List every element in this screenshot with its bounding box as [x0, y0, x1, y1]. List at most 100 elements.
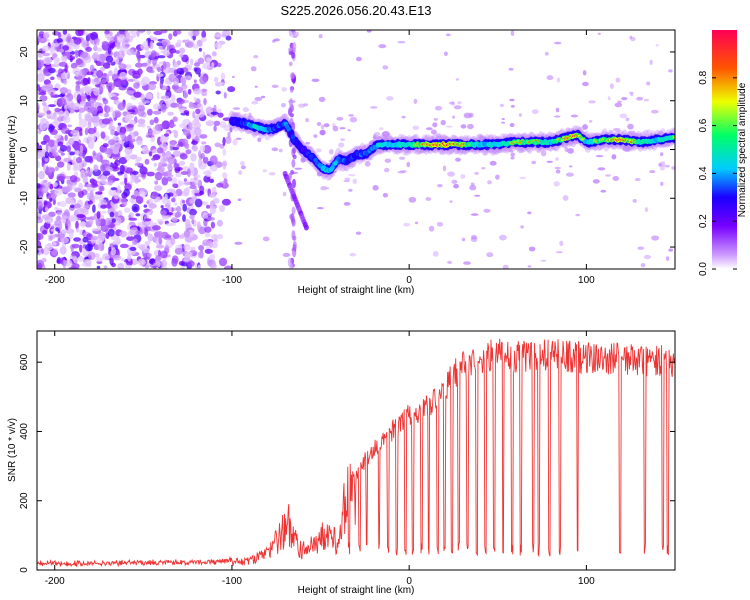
chart-title: S225.2026.056.20.43.E13: [280, 3, 431, 18]
spectrogram-noise-blob: [518, 113, 523, 117]
spectrogram-noise-blob: [474, 194, 481, 197]
spectrogram-noise-blob: [121, 198, 127, 207]
spectrogram-noise-blob: [546, 75, 554, 81]
spectrogram-noise-blob: [67, 219, 71, 227]
spectrogram-noise-blob: [622, 146, 631, 152]
spectrogram-streak-blob: [288, 61, 293, 67]
spectrogram-noise-blob: [219, 121, 227, 129]
spectrogram-noise-blob: [190, 58, 194, 66]
spectrogram-noise-blob: [173, 163, 180, 169]
spectrogram-noise-blob: [188, 208, 197, 216]
spectrogram-noise-blob: [562, 195, 569, 201]
spectrogram-noise-blob: [124, 207, 131, 213]
spectrogram-noise-blob: [453, 105, 462, 110]
spectrogram-noise-blob: [117, 210, 123, 218]
spectrogram-noise-blob: [92, 204, 96, 213]
spectrogram-noise-blob: [154, 124, 162, 131]
spectrogram-noise-blob: [38, 37, 47, 44]
spectrogram-noise-blob: [100, 224, 109, 233]
spectrogram-noise-blob: [540, 150, 547, 157]
spectrogram-noise-blob: [187, 121, 193, 131]
spectrogram-streak-blob: [288, 106, 292, 117]
spectrogram-streak-blob: [289, 98, 293, 108]
spectrogram-noise-blob: [223, 92, 227, 99]
spectrogram-noise-blob: [397, 170, 405, 174]
spectrogram-noise-blob: [76, 208, 86, 214]
spectrogram-streak-blob: [290, 72, 295, 80]
spectrogram-noise-blob: [67, 44, 73, 53]
spectrogram-streak-blob: [288, 47, 293, 52]
spectrogram-noise-blob: [95, 191, 103, 195]
spectrogram-noise-blob: [56, 161, 65, 168]
spectrogram-noise-blob: [206, 217, 215, 221]
spectrogram-noise-blob: [509, 149, 514, 153]
spectrogram-noise-blob: [100, 131, 106, 139]
spectrogram-noise-blob: [96, 265, 101, 269]
spectrogram-streak-blob: [289, 85, 294, 93]
spectrogram-noise-blob: [217, 108, 222, 114]
spectrogram-noise-blob: [152, 191, 159, 198]
spectrogram-noise-blob: [131, 51, 138, 56]
spectrogram-noise-blob: [87, 94, 91, 102]
spectrogram-noise-blob: [501, 118, 505, 120]
spectrogram-noise-blob: [352, 178, 357, 185]
spectrogram-noise-blob: [137, 118, 146, 125]
spectrogram-noise-blob: [126, 35, 134, 43]
spectrogram-noise-blob: [318, 34, 323, 39]
spectrogram-noise-blob: [253, 55, 259, 59]
spectrogram-noise-blob: [225, 136, 232, 144]
spectrogram-noise-blob: [151, 59, 158, 65]
spectrogram-noise-blob: [347, 129, 351, 132]
spectrogram-noise-blob: [50, 193, 58, 198]
spectrogram-noise-blob: [489, 160, 497, 166]
spectrogram-noise-blob: [540, 259, 547, 262]
spectrogram-noise-blob: [74, 187, 82, 193]
spectrogram-noise-blob: [239, 161, 245, 166]
spectrogram-noise-blob: [148, 220, 154, 227]
spectrogram-noise-blob: [146, 200, 150, 205]
spectrogram-noise-blob: [644, 207, 648, 213]
spectrogram-noise-blob: [175, 172, 182, 178]
colorbar-gradient: [712, 30, 737, 269]
spectrogram-noise-blob: [110, 128, 116, 136]
spectrogram-noise-blob: [432, 251, 439, 257]
spectrogram-noise-blob: [116, 126, 120, 133]
spectrogram-noise-blob: [87, 200, 94, 205]
spectrogram-noise-blob: [300, 157, 306, 163]
spectrogram-noise-blob: [91, 228, 100, 232]
spectrogram-noise-blob: [184, 251, 193, 258]
spectrogram-noise-blob: [131, 203, 140, 213]
spectrogram-noise-blob: [38, 170, 45, 180]
spectrogram-noise-blob: [79, 132, 83, 137]
spectrogram-noise-blob: [116, 237, 121, 245]
spectrogram-noise-blob: [37, 183, 41, 188]
spectrogram-noise-blob: [173, 150, 181, 157]
spectrogram-noise-blob: [406, 161, 411, 168]
spectrogram-noise-blob: [102, 73, 108, 77]
spectrogram-noise-blob: [112, 254, 122, 261]
spectrogram-noise-blob: [216, 62, 222, 68]
spectrogram-noise-blob: [200, 37, 207, 43]
spectrogram-noise-blob: [349, 116, 358, 123]
spectrogram-noise-blob: [87, 133, 96, 143]
spectrogram-noise-blob: [555, 251, 563, 254]
spectrogram-noise-blob: [366, 30, 372, 33]
spectrogram-noise-blob: [108, 246, 112, 252]
spectrogram-noise-blob: [63, 71, 70, 75]
spectrogram-noise-blob: [651, 235, 660, 241]
spectrogram-noise-blob: [101, 118, 111, 125]
spectrogram-noise-blob: [44, 151, 50, 159]
spectrogram-noise-blob: [152, 225, 161, 231]
spectrogram-noise-blob: [46, 110, 51, 115]
spectrogram-noise-blob: [211, 242, 218, 249]
spectrogram-noise-blob: [232, 138, 238, 146]
spectrogram-noise-blob: [348, 188, 353, 192]
spectrogram-noise-blob: [227, 131, 231, 139]
spectrogram-noise-blob: [59, 87, 68, 94]
spectrogram-noise-blob: [294, 167, 303, 170]
spectrogram-noise-blob: [273, 38, 280, 42]
spectrogram-noise-blob: [149, 119, 155, 126]
spectrogram-y-tick-label: 0: [19, 146, 30, 152]
spectrogram-noise-blob: [628, 91, 634, 94]
